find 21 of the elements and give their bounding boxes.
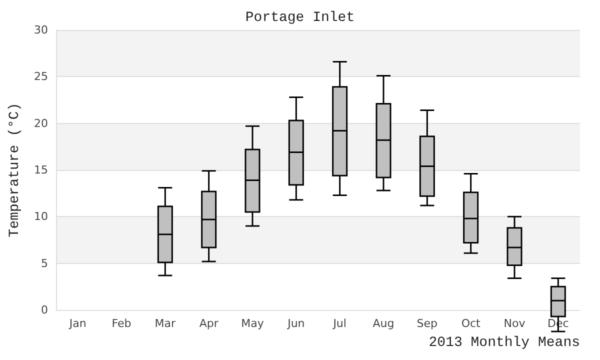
y-axis-title: Temperature (°C) [7, 102, 23, 238]
y-tick-label: 30 [34, 24, 48, 36]
y-tick-label: 10 [34, 210, 48, 224]
x-tick-label: Apr [199, 317, 219, 330]
x-tick-label: Aug [372, 317, 394, 330]
x-tick-label: Jun [286, 317, 305, 330]
x-tick-label: Feb [112, 317, 132, 330]
y-tick-label: 25 [34, 70, 48, 84]
x-tick-label: Jul [332, 317, 346, 330]
y-tick-label: 5 [41, 256, 48, 270]
x-tick-label: May [241, 317, 264, 330]
x-tick-label: Nov [504, 317, 526, 330]
x-tick-label: Mar [154, 317, 176, 330]
x-axis-title: 2013 Monthly Means [428, 335, 580, 351]
y-tick-label: 15 [34, 164, 48, 176]
chart-title: Portage Inlet [245, 10, 355, 26]
y-tick-label: 20 [34, 116, 48, 130]
x-tick-label: Oct [461, 317, 482, 330]
x-tick-label: Sep [416, 317, 438, 330]
y-tick-label: 0 [41, 304, 48, 316]
x-tick-label: Jan [68, 317, 86, 330]
